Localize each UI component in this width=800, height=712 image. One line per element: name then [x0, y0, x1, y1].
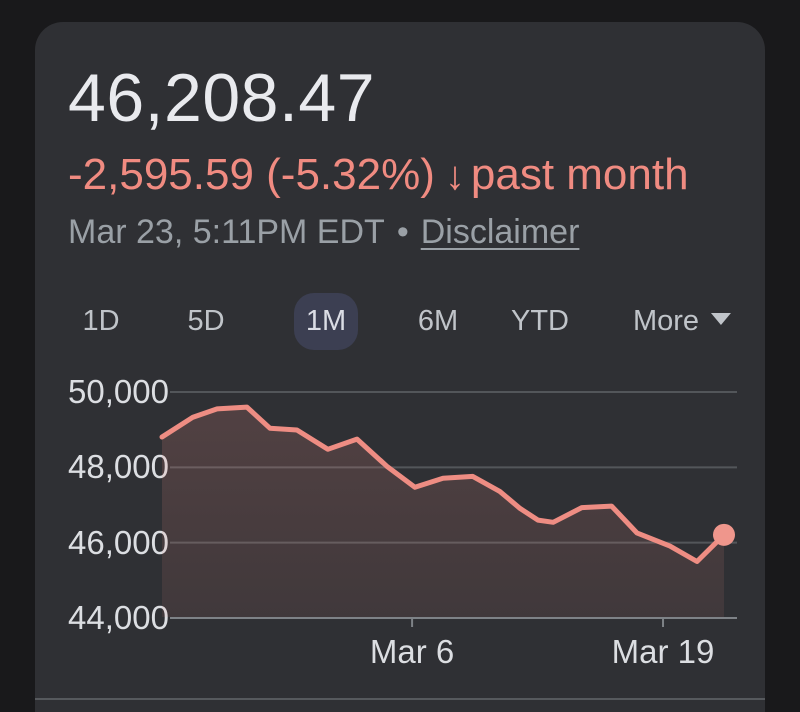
bottom-divider — [35, 698, 765, 700]
tab-label: 1M — [305, 305, 347, 337]
current-point-dot — [713, 523, 735, 546]
y-axis-label: 44,000 — [68, 598, 169, 636]
tab-label: 5D — [187, 305, 225, 337]
finance-card: 46,208.47 -2,595.59 (-5.32%) ↓ past month … — [35, 22, 765, 712]
tab-ytd[interactable]: YTD — [511, 293, 569, 350]
change-amount: -2,595.59 (-5.32%) — [68, 150, 435, 199]
disclaimer-link[interactable]: Disclaimer — [420, 213, 580, 251]
area-fill — [162, 407, 724, 617]
tab-5d[interactable]: 5D — [187, 293, 224, 350]
chevron-down-icon — [711, 312, 732, 325]
price-chart[interactable] — [159, 370, 737, 630]
tab-1m[interactable]: 1M — [294, 293, 358, 350]
tab-label: More — [632, 305, 700, 337]
bullet-separator: • — [396, 213, 409, 251]
tab-label: 6M — [417, 305, 459, 337]
y-axis-label: 48,000 — [68, 448, 169, 486]
change-period: past month — [470, 150, 689, 199]
y-axis-label: 50,000 — [68, 373, 169, 410]
range-tabs: 1D 5D 1M 6M YTD More — [35, 293, 765, 350]
down-arrow-icon: ↓ — [444, 154, 465, 198]
timestamp: Mar 23, 5:11PM EDT — [68, 213, 385, 251]
tab-6m[interactable]: 6M — [418, 293, 458, 350]
price-change: -2,595.59 (-5.32%) ↓ past month — [68, 150, 689, 201]
y-axis-label: 46,000 — [68, 523, 169, 561]
tab-label: 1D — [82, 305, 120, 337]
tab-1d[interactable]: 1D — [82, 293, 119, 350]
tab-label: YTD — [511, 305, 569, 337]
price-line — [159, 404, 727, 564]
x-axis-label: Mar 19 — [611, 633, 715, 670]
x-axis-label: Mar 6 — [369, 633, 455, 670]
timestamp-row: Mar 23, 5:11PM EDT • Disclaimer — [68, 212, 579, 252]
price: 46,208.47 — [68, 60, 376, 136]
tab-more[interactable]: More — [632, 293, 732, 350]
